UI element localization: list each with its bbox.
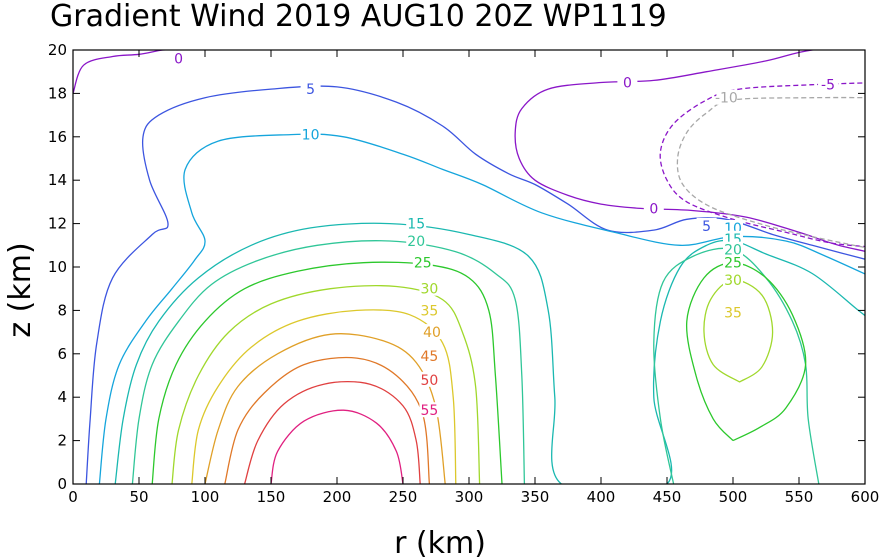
contour-label-bg <box>406 215 427 231</box>
contour-line-20 <box>131 240 526 484</box>
contour-label-bg <box>419 402 440 418</box>
x-tick-label: 250 <box>389 488 418 506</box>
contour-label: 45 <box>420 349 438 365</box>
contour-line-30 <box>171 284 481 484</box>
y-tick-label: 2 <box>57 432 67 450</box>
contour-label: 35 <box>724 306 742 322</box>
contour-label: 0 <box>649 201 658 217</box>
x-tick-label: 0 <box>68 488 78 506</box>
contour-label-bg <box>300 81 321 97</box>
y-axis-label: z (km) <box>3 242 38 337</box>
x-tick-label: 500 <box>719 488 748 506</box>
contour-line-neg5 <box>659 82 865 248</box>
contour-label: 5 <box>306 82 315 98</box>
contour-label: 15 <box>407 217 425 233</box>
contour-line-50 <box>243 380 421 484</box>
x-tick-label: 550 <box>785 488 814 506</box>
contour-label: 30 <box>724 273 742 289</box>
x-axis-label: r (km) <box>394 526 486 560</box>
contour-line-5 <box>85 85 865 484</box>
x-tick-label: 150 <box>257 488 286 506</box>
contour-line-0 <box>73 50 179 94</box>
contour-label: 55 <box>420 403 438 419</box>
y-tick-label: 18 <box>48 84 67 102</box>
contour-label-bg <box>422 324 443 340</box>
contour-label-bg <box>696 217 717 233</box>
contour-label: 20 <box>724 243 742 259</box>
plot-frame <box>72 49 866 485</box>
contour-line-40 <box>204 333 446 484</box>
contour-label: 10 <box>302 128 320 144</box>
contour-label-bg <box>419 371 440 387</box>
contour-label-bg <box>723 272 743 288</box>
contour-line-neg10 <box>676 96 865 249</box>
contour-line-25 <box>151 261 503 484</box>
contour-label: 40 <box>423 325 441 341</box>
contour-label: 35 <box>420 303 438 319</box>
contour-label: 30 <box>420 282 438 298</box>
contour-label-bg <box>406 232 427 248</box>
y-tick-label: 4 <box>57 388 67 406</box>
contour-line-0 <box>514 50 865 252</box>
y-tick-label: 6 <box>57 345 67 363</box>
contour-label: 25 <box>724 256 742 272</box>
contour-line-10 <box>98 133 865 484</box>
contour-label: 25 <box>414 256 432 272</box>
contour-line-15 <box>114 222 865 484</box>
contour-label-bg <box>412 254 433 270</box>
y-tick-label: 8 <box>57 301 67 319</box>
contour-line-30 <box>703 279 774 383</box>
contour-label-bg <box>419 280 440 296</box>
contour-label: -5 <box>821 78 835 94</box>
x-tick-label: 400 <box>587 488 616 506</box>
x-tick-label: 450 <box>653 488 682 506</box>
contour-line-25 <box>685 262 807 442</box>
contour-line-45 <box>224 356 431 484</box>
contour-label: 0 <box>174 52 183 68</box>
contour-label-bg <box>818 76 839 92</box>
x-tick-label: 100 <box>191 488 220 506</box>
chart-title: Gradient Wind 2019 AUG10 20Z WP1119 <box>50 0 667 34</box>
contour-lines <box>73 50 865 484</box>
contour-label: 50 <box>420 373 438 389</box>
contour-label-bg <box>643 200 664 216</box>
y-tick-label: 0 <box>57 475 67 493</box>
contour-label-bg <box>419 302 440 318</box>
contour-label: -10 <box>715 91 738 107</box>
y-tick-label: 16 <box>48 128 67 146</box>
y-tick-label: 20 <box>48 41 67 59</box>
contour-line-35 <box>191 309 457 484</box>
x-tick-label: 300 <box>455 488 484 506</box>
contour-label-bg <box>300 126 321 142</box>
x-tick-label: 600 <box>851 488 879 506</box>
x-axis: 0 50 100 150 200 250 300 350 400 450 500 550 600 <box>68 50 879 506</box>
x-tick-label: 200 <box>323 488 352 506</box>
contour-label: 5 <box>702 219 711 235</box>
contour-label-bg <box>723 304 743 320</box>
contour-label-bg <box>716 89 737 105</box>
contour-label-bg <box>723 254 743 270</box>
y-tick-label: 10 <box>48 258 67 276</box>
contour-label-bg <box>419 347 440 363</box>
y-tick-label: 14 <box>48 171 67 189</box>
contour-label-bg <box>168 50 189 66</box>
y-tick-label: 12 <box>48 215 67 233</box>
contour-label-bg <box>617 74 638 90</box>
contour-label-bg <box>723 241 743 257</box>
contour-line-55 <box>270 409 404 484</box>
contour-label: 20 <box>407 234 425 250</box>
x-tick-label: 50 <box>129 488 148 506</box>
x-tick-label: 350 <box>521 488 550 506</box>
y-axis: 0 2 4 6 8 10 12 14 16 18 20 <box>48 41 865 493</box>
contour-label: 0 <box>623 76 632 92</box>
